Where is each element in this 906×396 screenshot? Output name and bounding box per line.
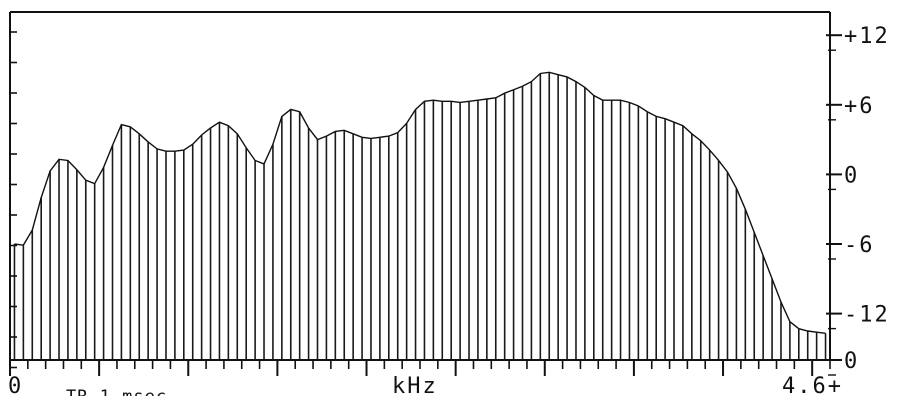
- right-y-tick-label: 0: [844, 163, 859, 188]
- right-y-tick-label: -6: [844, 233, 875, 258]
- x-tick-label-end: 4.6+: [782, 374, 843, 396]
- right-y-tick-label: +6: [844, 94, 875, 119]
- plot-frame: [9, 11, 831, 360]
- spectrum-bars: [13, 71, 827, 360]
- x-axis-title: kHz: [392, 374, 438, 396]
- x-tick-label-start: 0: [8, 374, 23, 396]
- right-y-tick-label: +12: [844, 24, 890, 49]
- axis-ticks: [9, 31, 842, 376]
- right-y-tick-label: 0: [844, 349, 859, 374]
- spectrum-envelope: [14, 71, 826, 335]
- annotation-label: TR 1 msec: [66, 387, 167, 396]
- right-y-tick-label: -12: [844, 303, 890, 328]
